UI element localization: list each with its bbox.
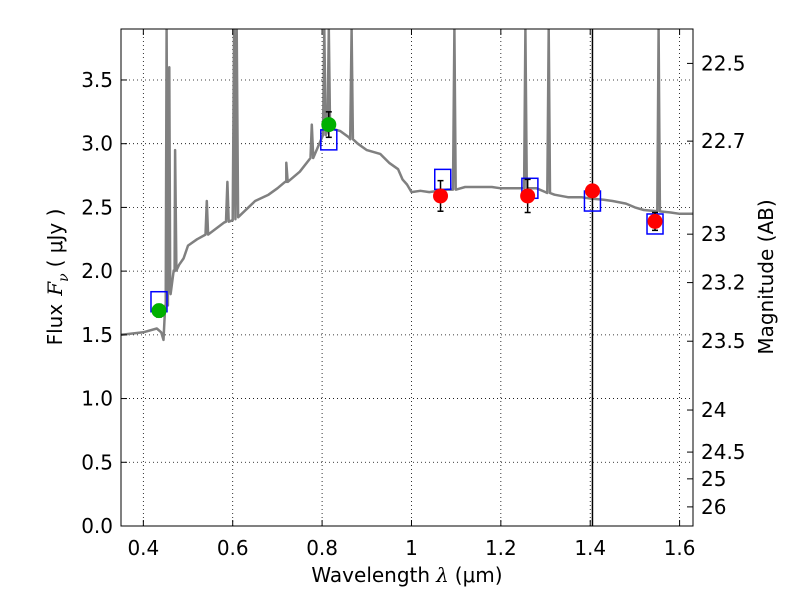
- data-point: [321, 117, 337, 133]
- y-tick-label: 0.5: [81, 450, 113, 474]
- data-point: [520, 188, 536, 204]
- y2-tick-label: 26: [701, 495, 726, 519]
- y2-tick-label: 25: [701, 467, 726, 491]
- y2-tick-label: 23.5: [701, 329, 746, 353]
- data-point: [433, 188, 449, 204]
- x-tick-label: 1.6: [664, 536, 696, 560]
- x-tick-label: 0.8: [306, 536, 338, 560]
- ticks: 0.4 0.6 0.8 1 1.2 1.4 1.6 0.0 0.5 1.0 1.5 2.0 2.5 3.0…: [81, 29, 746, 560]
- data-point: [584, 183, 600, 199]
- plot-frame: [120, 28, 694, 527]
- plot-area: [121, 29, 693, 526]
- plot-background: [121, 29, 693, 526]
- y2-tick-label: 24: [701, 398, 726, 422]
- x-axis-label: Wavelength λ (μm): [311, 563, 502, 587]
- y-tick-label: 2.0: [81, 259, 113, 283]
- y-tick-label: 3.5: [81, 68, 113, 92]
- y2-axis-label: Magnitude (AB): [754, 199, 778, 354]
- y2-tick-label: 22.7: [701, 129, 746, 153]
- x-tick-label: 0.4: [127, 536, 159, 560]
- x-tick-label: 1.2: [485, 536, 517, 560]
- data-point: [151, 303, 167, 319]
- y2-tick-label: 23: [701, 222, 726, 246]
- data-point: [647, 213, 663, 229]
- y-tick-label: 1.0: [81, 387, 113, 411]
- y-tick-label: 0.0: [81, 514, 113, 538]
- y2-tick-label: 22.5: [701, 51, 746, 75]
- y-tick-label: 1.5: [81, 323, 113, 347]
- x-tick-label: 1.4: [574, 536, 606, 560]
- y-tick-label: 2.5: [81, 195, 113, 219]
- y2-tick-label: 24.5: [701, 440, 746, 464]
- spectrum-line: [121, 29, 693, 342]
- y2-tick-label: 23.2: [701, 271, 746, 295]
- x-tick-label: 1: [405, 536, 418, 560]
- x-tick-label: 0.6: [217, 536, 249, 560]
- y-axis-label: FluxFν( μJy ): [43, 209, 72, 346]
- y-tick-label: 3.0: [81, 132, 113, 156]
